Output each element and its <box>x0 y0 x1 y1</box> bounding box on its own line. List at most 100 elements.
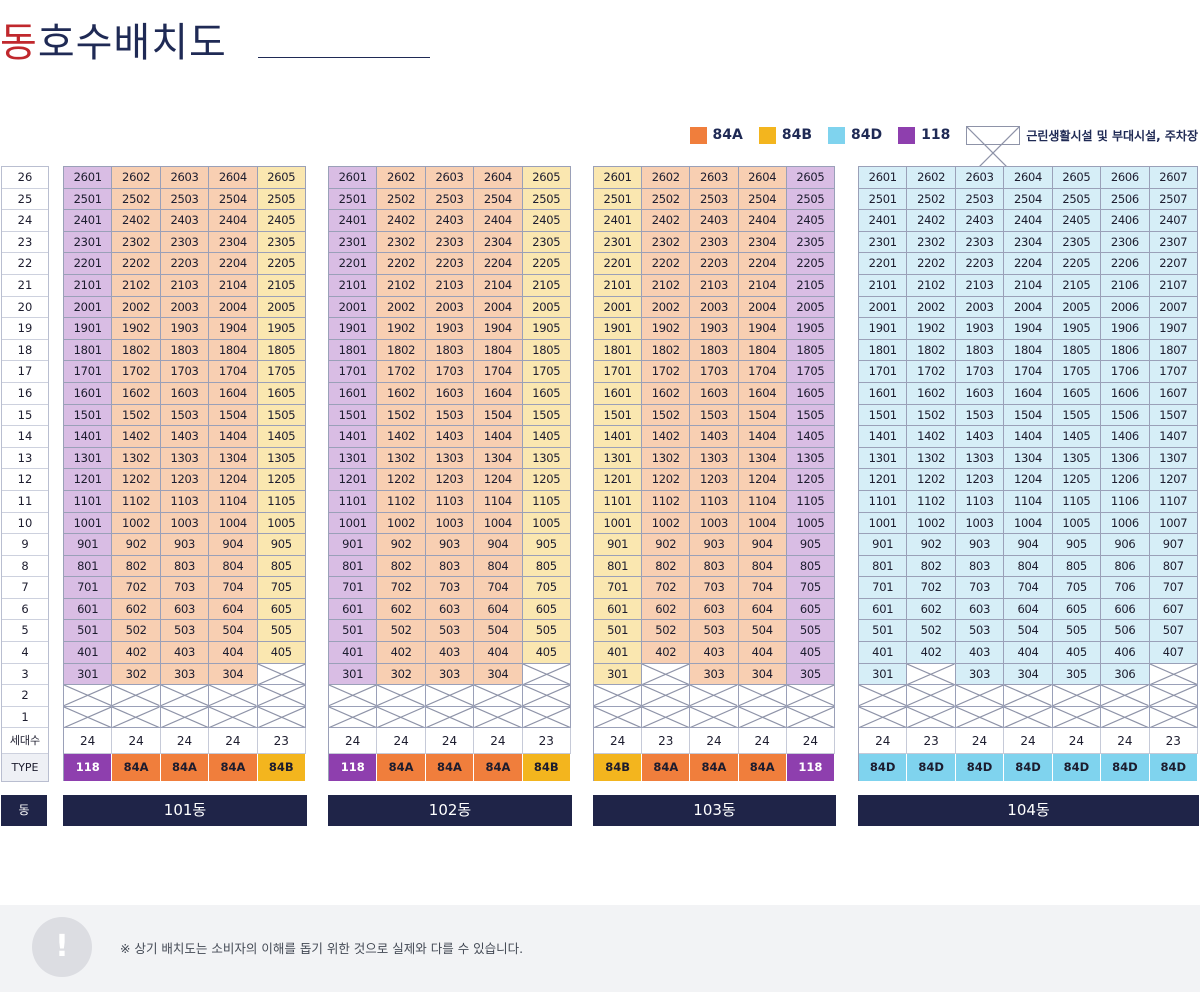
unit-cell[interactable]: 1003 <box>955 512 1005 535</box>
unit-cell[interactable]: 2102 <box>377 274 426 297</box>
unit-cell[interactable]: 2404 <box>474 210 523 232</box>
unit-cell[interactable]: 1407 <box>1149 426 1198 448</box>
unit-cell[interactable]: 2204 <box>474 253 523 275</box>
unit-cell[interactable]: 1804 <box>209 339 258 362</box>
unit-cell[interactable]: 904 <box>1004 534 1053 556</box>
unit-cell[interactable]: 1105 <box>522 490 571 513</box>
unit-cell[interactable]: 1804 <box>1004 339 1053 362</box>
unit-cell[interactable]: 501 <box>64 620 113 643</box>
unit-cell[interactable]: 2503 <box>955 188 1005 211</box>
unit-cell[interactable]: 2603 <box>425 167 475 189</box>
unit-cell[interactable]: 1902 <box>112 318 161 340</box>
unit-cell[interactable]: 1402 <box>907 426 956 448</box>
unit-cell[interactable]: 404 <box>209 642 258 664</box>
unit-cell[interactable]: 1601 <box>859 382 908 405</box>
unit-cell[interactable]: 902 <box>112 534 161 556</box>
unit-cell[interactable]: 2002 <box>642 296 691 319</box>
unit-cell[interactable]: 1404 <box>474 426 523 448</box>
unit-cell[interactable]: 1306 <box>1101 447 1150 470</box>
unit-cell[interactable]: 1201 <box>594 469 643 491</box>
unit-cell[interactable]: 2304 <box>474 231 523 254</box>
unit-cell[interactable]: 2003 <box>955 296 1005 319</box>
unit-cell[interactable]: 303 <box>955 663 1005 686</box>
unit-cell[interactable]: 801 <box>64 555 113 578</box>
unit-cell[interactable]: 1603 <box>425 382 475 405</box>
unit-cell[interactable]: 1502 <box>377 404 426 427</box>
unit-cell[interactable]: 303 <box>425 663 475 686</box>
unit-cell[interactable]: 802 <box>642 555 691 578</box>
unit-cell[interactable]: 1101 <box>64 490 113 513</box>
unit-cell[interactable]: 903 <box>160 534 210 556</box>
unit-cell[interactable]: 1705 <box>522 361 571 383</box>
unit-cell[interactable]: 1702 <box>642 361 691 383</box>
unit-cell[interactable]: 2104 <box>738 274 787 297</box>
unit-cell[interactable]: 1502 <box>907 404 956 427</box>
unit-cell[interactable]: 604 <box>209 598 258 621</box>
unit-cell[interactable]: 1301 <box>64 447 113 470</box>
unit-cell[interactable]: 1304 <box>1004 447 1053 470</box>
unit-cell[interactable]: 1901 <box>859 318 908 340</box>
unit-cell[interactable]: 1204 <box>474 469 523 491</box>
unit-cell[interactable]: 2107 <box>1149 274 1198 297</box>
unit-cell[interactable]: 1205 <box>522 469 571 491</box>
unit-cell[interactable]: 803 <box>955 555 1005 578</box>
unit-cell[interactable]: 1502 <box>642 404 691 427</box>
unit-cell[interactable]: 401 <box>329 642 378 664</box>
unit-cell[interactable]: 2304 <box>738 231 787 254</box>
unit-cell[interactable]: 1004 <box>474 512 523 535</box>
unit-cell[interactable]: 2302 <box>642 231 691 254</box>
unit-cell[interactable]: 402 <box>112 642 161 664</box>
unit-cell[interactable]: 2102 <box>112 274 161 297</box>
unit-cell[interactable]: 707 <box>1149 577 1198 599</box>
unit-cell[interactable]: 1202 <box>377 469 426 491</box>
unit-cell[interactable]: 803 <box>690 555 739 578</box>
unit-cell[interactable]: 1503 <box>955 404 1005 427</box>
unit-cell[interactable]: 1803 <box>955 339 1005 362</box>
unit-cell[interactable]: 805 <box>1052 555 1102 578</box>
unit-cell[interactable]: 1303 <box>690 447 739 470</box>
unit-cell[interactable]: 403 <box>690 642 739 664</box>
unit-cell[interactable]: 802 <box>907 555 956 578</box>
unit-cell[interactable]: 1506 <box>1101 404 1150 427</box>
unit-cell[interactable]: 1001 <box>329 512 378 535</box>
unit-cell[interactable]: 1803 <box>160 339 210 362</box>
unit-cell[interactable]: 1204 <box>738 469 787 491</box>
unit-cell[interactable]: 2402 <box>642 210 691 232</box>
unit-cell[interactable]: 504 <box>209 620 258 643</box>
unit-cell[interactable]: 2104 <box>474 274 523 297</box>
unit-cell[interactable]: 1103 <box>160 490 210 513</box>
unit-cell[interactable]: 1302 <box>907 447 956 470</box>
unit-cell[interactable]: 801 <box>594 555 643 578</box>
unit-cell[interactable]: 702 <box>377 577 426 599</box>
unit-cell[interactable]: 701 <box>64 577 113 599</box>
unit-cell[interactable]: 1006 <box>1101 512 1150 535</box>
unit-cell[interactable]: 1102 <box>907 490 956 513</box>
unit-cell[interactable]: 2201 <box>329 253 378 275</box>
unit-cell[interactable]: 604 <box>1004 598 1053 621</box>
unit-cell[interactable]: 1403 <box>955 426 1005 448</box>
unit-cell[interactable]: 2205 <box>522 253 571 275</box>
unit-cell[interactable]: 2507 <box>1149 188 1198 211</box>
unit-cell[interactable]: 1406 <box>1101 426 1150 448</box>
unit-cell[interactable]: 906 <box>1101 534 1150 556</box>
unit-cell[interactable]: 805 <box>522 555 571 578</box>
unit-cell[interactable]: 1303 <box>425 447 475 470</box>
unit-cell[interactable]: 504 <box>738 620 787 643</box>
unit-cell[interactable]: 1202 <box>907 469 956 491</box>
unit-cell[interactable]: 304 <box>738 663 787 686</box>
unit-cell[interactable]: 2401 <box>594 210 643 232</box>
unit-cell[interactable]: 301 <box>594 663 643 686</box>
unit-cell[interactable]: 1003 <box>425 512 475 535</box>
unit-cell[interactable]: 1901 <box>329 318 378 340</box>
unit-cell[interactable]: 1601 <box>329 382 378 405</box>
unit-cell[interactable]: 1001 <box>859 512 908 535</box>
unit-cell[interactable]: 1505 <box>1052 404 1102 427</box>
unit-cell[interactable]: 1805 <box>786 339 835 362</box>
unit-cell[interactable]: 401 <box>594 642 643 664</box>
unit-cell[interactable]: 1101 <box>329 490 378 513</box>
unit-cell[interactable]: 805 <box>786 555 835 578</box>
unit-cell[interactable]: 1905 <box>257 318 306 340</box>
unit-cell[interactable]: 1904 <box>1004 318 1053 340</box>
unit-cell[interactable]: 505 <box>257 620 306 643</box>
unit-cell[interactable]: 2105 <box>522 274 571 297</box>
